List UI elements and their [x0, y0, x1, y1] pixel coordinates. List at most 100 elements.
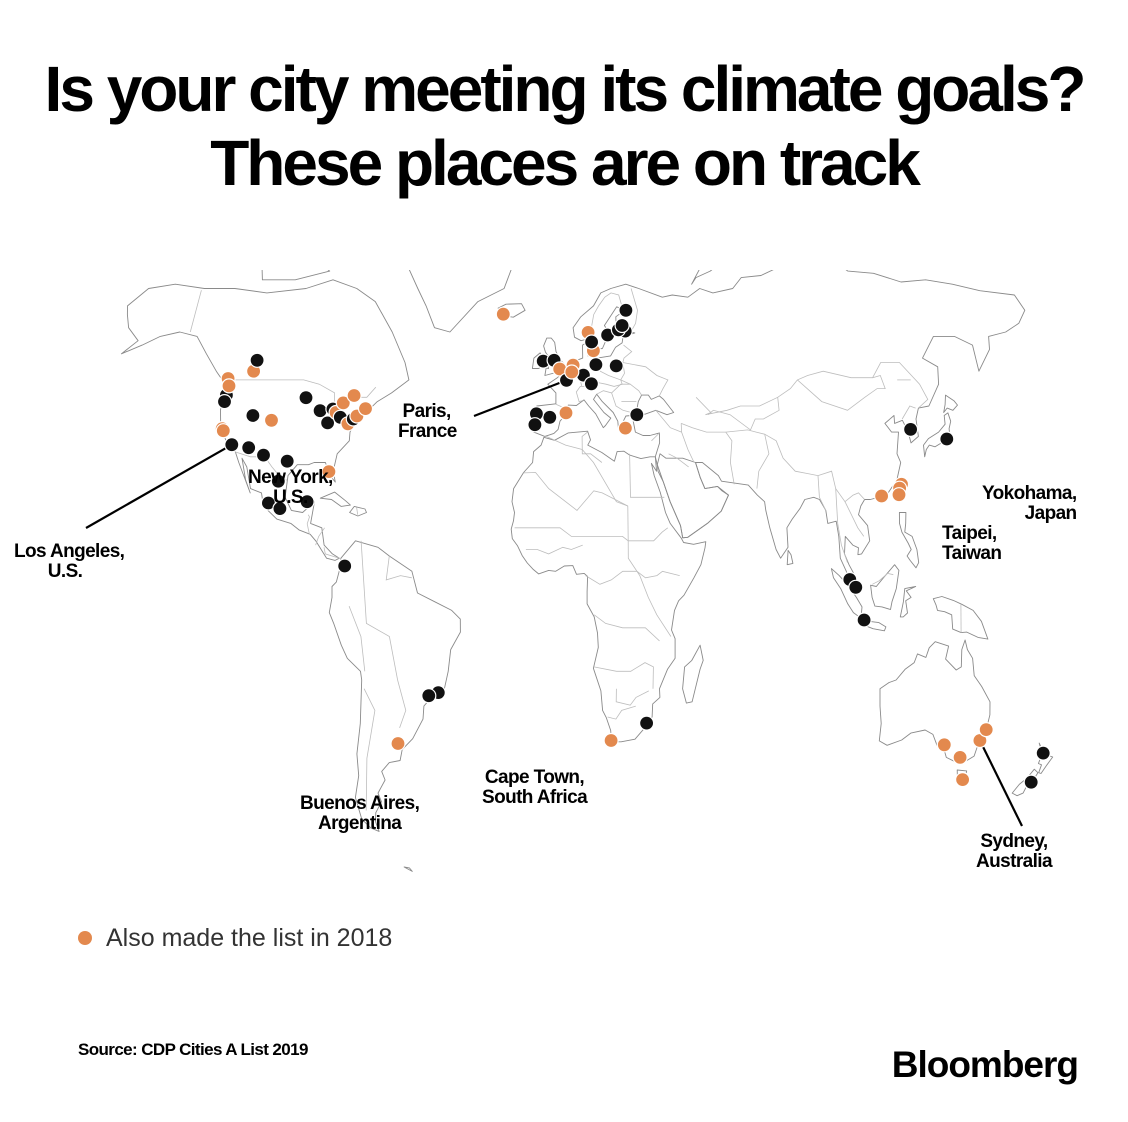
world-map — [85, 270, 1054, 872]
country-border-11 — [585, 570, 680, 585]
country-border-44 — [901, 405, 916, 420]
city-dot — [583, 376, 600, 392]
label-buenos-aires: Buenos Aires, Argentina — [300, 793, 420, 834]
city-dot-2018 — [558, 405, 574, 421]
legend: Also made the list in 2018 — [78, 922, 392, 954]
country-border-43 — [651, 432, 660, 442]
brand-logo: Bloomberg — [891, 1044, 1079, 1085]
country-border-18 — [655, 410, 683, 433]
country-border-17 — [581, 431, 603, 463]
label-los-angeles: Los Angeles, U.S. — [14, 541, 125, 582]
city-dot — [270, 473, 286, 489]
country-border-26 — [844, 501, 865, 537]
page-title: Is your city meeting its climate goals? … — [44, 53, 1087, 199]
city-dot — [542, 409, 558, 425]
city-dot — [902, 421, 919, 437]
country-border-29 — [707, 397, 780, 431]
legend-label: Also made the list in 2018 — [106, 923, 393, 952]
city-dot-2018 — [263, 412, 280, 428]
city-dot — [320, 415, 336, 431]
land-australia — [878, 639, 991, 764]
city-dot — [588, 356, 604, 373]
label-taipei: Taipei, Taiwan — [942, 523, 1002, 564]
country-border-22 — [725, 429, 770, 489]
country-border-27 — [695, 362, 929, 416]
city-dot — [298, 390, 314, 406]
city-dot — [629, 407, 645, 423]
country-border-42 — [590, 292, 623, 339]
land-japan-honshu — [923, 412, 952, 458]
country-border-46 — [872, 572, 894, 585]
city-dot-2018 — [346, 387, 362, 404]
land-cuba — [319, 491, 351, 507]
country-border-51 — [356, 507, 359, 515]
country-border-6 — [385, 555, 412, 581]
land-europe-asia — [533, 270, 1026, 588]
label-sydney: Sydney, Australia — [976, 831, 1053, 872]
city-dot — [583, 334, 600, 350]
country-border-9 — [514, 527, 669, 542]
city-dot-2018 — [495, 306, 511, 322]
city-dot-2018 — [936, 737, 952, 753]
land-philippines — [898, 512, 920, 569]
city-dot — [618, 302, 634, 318]
country-border-28 — [797, 375, 886, 411]
city-dot — [1023, 774, 1039, 790]
country-border-19 — [681, 431, 695, 463]
land-new-guinea — [932, 596, 989, 640]
legend-swatch-icon — [78, 931, 92, 945]
city-dot-2018 — [335, 395, 351, 411]
city-dots — [214, 302, 1051, 790]
city-dot-2018 — [221, 378, 237, 394]
city-dot-2018 — [603, 732, 619, 749]
city-dot-2018 — [564, 364, 580, 380]
country-border-39 — [611, 392, 632, 413]
city-dot — [299, 494, 315, 510]
land-madagascar — [682, 644, 704, 704]
city-dot — [255, 447, 272, 463]
city-dot — [337, 558, 353, 574]
country-border-20 — [668, 453, 689, 468]
city-dot-2018 — [952, 749, 968, 765]
land-arctic-isl — [261, 270, 331, 281]
leader-lines — [85, 379, 1023, 827]
country-border-12 — [593, 614, 660, 642]
city-dot — [279, 453, 295, 469]
city-dot — [241, 440, 257, 456]
city-dot — [224, 437, 240, 453]
city-dot — [856, 612, 872, 628]
country-border-49 — [315, 527, 325, 546]
country-border-4 — [363, 688, 376, 811]
country-border-3 — [360, 540, 407, 729]
country-border-38 — [596, 383, 631, 395]
land-arabia-fix — [656, 453, 729, 539]
label-new-york: New York, U.S. — [248, 467, 333, 508]
label-yokohama: Yokohama, Japan — [982, 483, 1077, 524]
land-sri-lanka — [786, 549, 794, 566]
leader-los-angeles — [85, 443, 233, 529]
country-border-50 — [323, 547, 340, 559]
city-dot-2018 — [954, 772, 971, 788]
country-border-23 — [764, 433, 865, 503]
country-border-7 — [546, 436, 672, 637]
source-note: Source: CDP Cities A List 2019 — [78, 1040, 308, 1059]
city-dot — [1035, 745, 1051, 761]
country-border-31 — [620, 344, 642, 396]
city-dot — [848, 579, 864, 595]
city-dot — [249, 352, 265, 368]
label-cape-town: Cape Town, South Africa — [482, 767, 588, 808]
city-dot — [421, 688, 437, 704]
land-borneo — [870, 564, 900, 610]
land-japan-hokkaido — [943, 394, 958, 413]
land-novaya — [691, 270, 713, 285]
country-border-16 — [629, 453, 665, 498]
city-dot-2018 — [215, 423, 231, 439]
country-border-21 — [681, 423, 735, 485]
city-dot — [638, 715, 655, 731]
city-dot — [312, 403, 328, 419]
city-dot-2018 — [617, 420, 634, 436]
country-border-14 — [615, 688, 649, 706]
city-dot — [216, 394, 233, 410]
country-border-1 — [189, 290, 202, 333]
country-border-10 — [525, 544, 583, 555]
